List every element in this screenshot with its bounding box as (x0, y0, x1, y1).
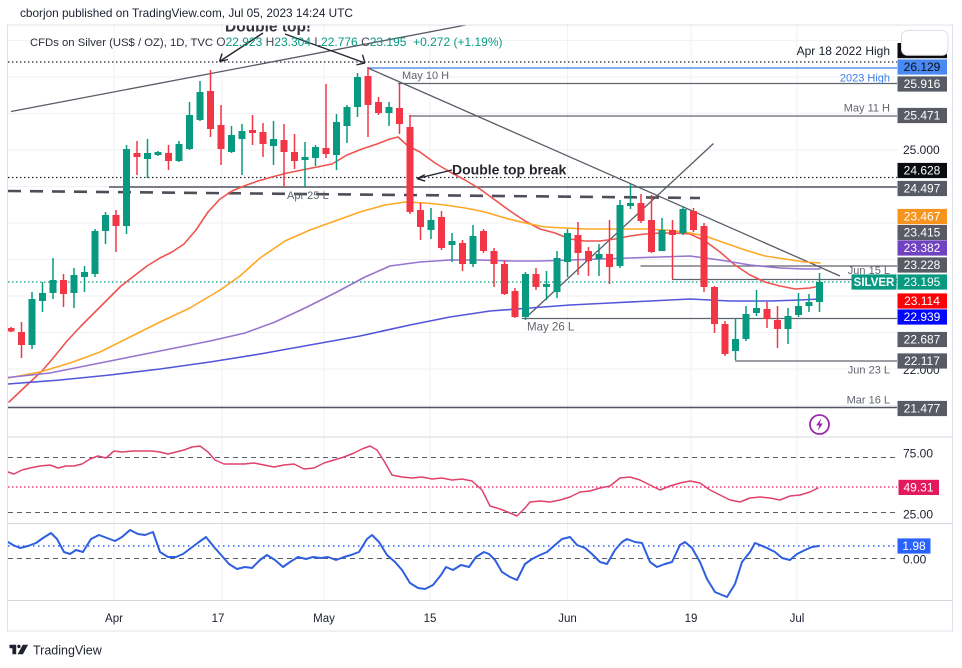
svg-text:25.471: 25.471 (904, 109, 941, 123)
svg-text:23.195: 23.195 (904, 275, 941, 289)
svg-text:Mar 16 L: Mar 16 L (847, 395, 890, 407)
svg-text:May 11 H: May 11 H (844, 103, 890, 115)
svg-text:15: 15 (424, 613, 437, 625)
svg-text:May 26 L: May 26 L (527, 322, 575, 334)
svg-text:Jul: Jul (790, 613, 805, 625)
svg-text:26.129: 26.129 (904, 60, 941, 74)
svg-text:25.000: 25.000 (903, 143, 940, 157)
svg-text:23.228: 23.228 (904, 258, 941, 272)
svg-text:24.628: 24.628 (904, 164, 941, 178)
svg-text:Apr 18 2022 High: Apr 18 2022 High (797, 44, 890, 58)
svg-text:22.939: 22.939 (904, 310, 941, 324)
svg-text:23.467: 23.467 (904, 210, 941, 224)
svg-text:1.98: 1.98 (902, 539, 926, 553)
svg-text:23.114: 23.114 (904, 294, 940, 308)
svg-text:23.382: 23.382 (904, 241, 941, 255)
svg-text:24.497: 24.497 (904, 182, 941, 196)
svg-text:17: 17 (212, 613, 225, 625)
svg-text:cborjon published on TradingVi: cborjon published on TradingView.com, Ju… (20, 6, 353, 20)
svg-text:25.00: 25.00 (903, 508, 933, 522)
svg-text:21.477: 21.477 (904, 402, 941, 416)
svg-text:CFDs on Silver (US$ / OZ), 1D,: CFDs on Silver (US$ / OZ), 1D, TVC O22.9… (30, 35, 503, 49)
svg-text:2023 High: 2023 High (840, 73, 890, 85)
svg-text:22.117: 22.117 (904, 354, 940, 368)
svg-text:SILVER: SILVER (854, 277, 895, 289)
svg-text:75.00: 75.00 (903, 447, 933, 461)
svg-text:May 10 H: May 10 H (402, 70, 449, 82)
svg-text:Apr: Apr (105, 613, 123, 625)
svg-text:22.687: 22.687 (904, 333, 941, 347)
svg-text:May: May (313, 613, 335, 625)
svg-text:0.00: 0.00 (903, 553, 927, 567)
svg-text:Apr 25 L: Apr 25 L (287, 190, 329, 202)
svg-text:25.916: 25.916 (904, 77, 941, 91)
svg-text:23.415: 23.415 (904, 226, 941, 240)
svg-text:Jun 15 L: Jun 15 L (848, 265, 890, 277)
svg-text:Double top break: Double top break (452, 162, 567, 178)
svg-text:Jun 23 L: Jun 23 L (848, 365, 890, 377)
svg-text:TradingView: TradingView (33, 644, 103, 658)
svg-text:19: 19 (685, 613, 698, 625)
svg-text:49.31: 49.31 (903, 481, 933, 495)
svg-text:Jun: Jun (558, 613, 577, 625)
